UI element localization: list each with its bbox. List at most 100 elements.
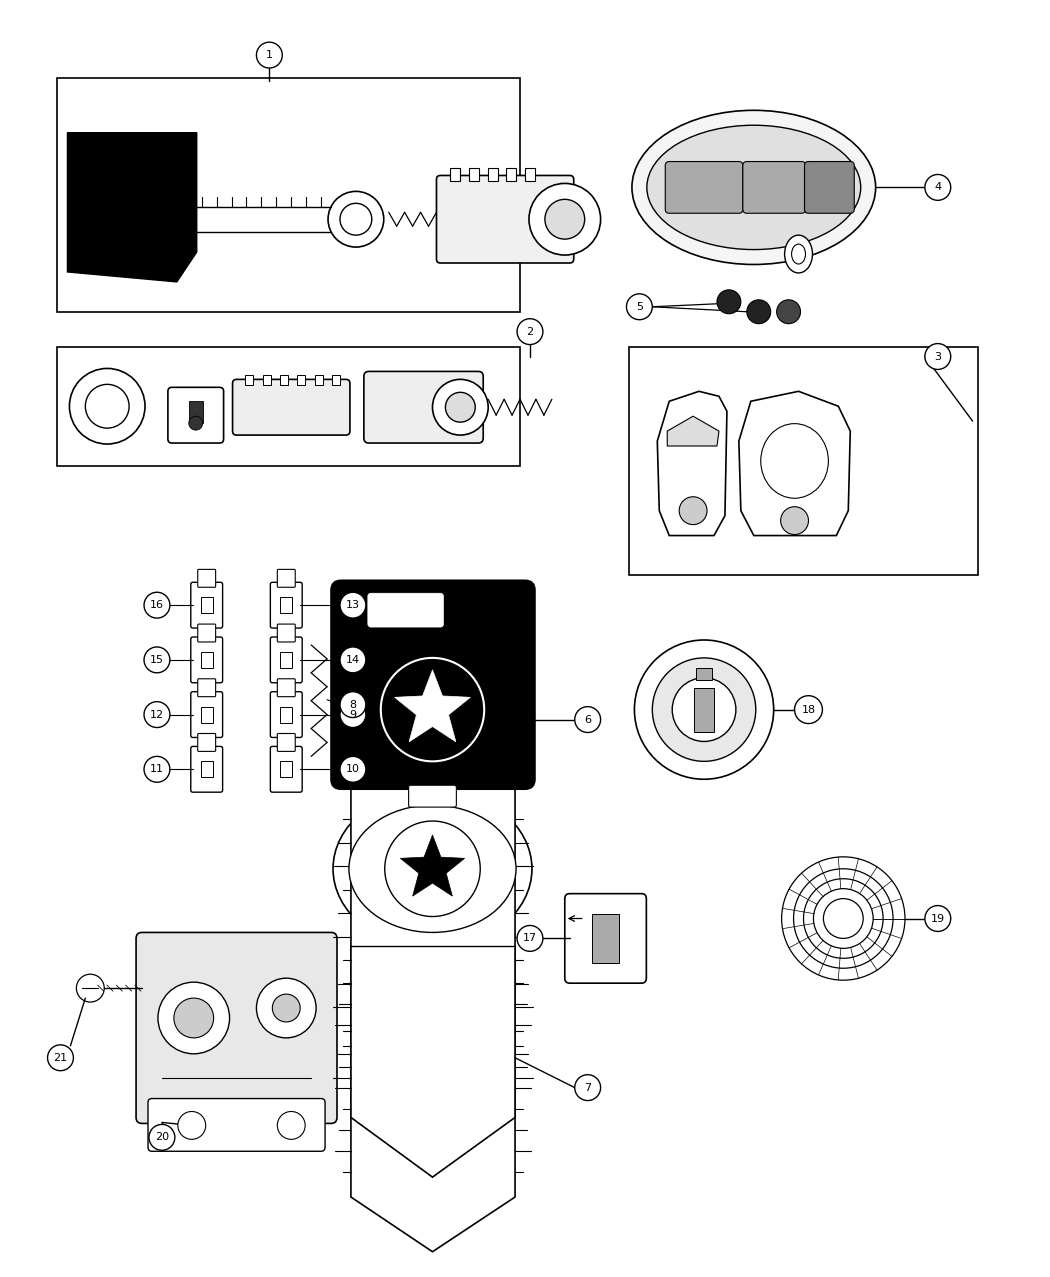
- FancyBboxPatch shape: [270, 692, 302, 738]
- Circle shape: [529, 184, 601, 255]
- Circle shape: [780, 507, 808, 535]
- FancyBboxPatch shape: [277, 679, 295, 697]
- Circle shape: [277, 1111, 306, 1139]
- Circle shape: [149, 1125, 175, 1151]
- FancyBboxPatch shape: [277, 733, 295, 751]
- Text: 2: 2: [526, 327, 533, 337]
- Text: 15: 15: [150, 655, 164, 665]
- Text: 5: 5: [636, 301, 643, 312]
- Polygon shape: [395, 670, 470, 742]
- Bar: [450, 167, 460, 181]
- Bar: [506, 167, 517, 181]
- Circle shape: [256, 42, 282, 68]
- Circle shape: [517, 319, 543, 345]
- Circle shape: [777, 300, 800, 323]
- Circle shape: [144, 701, 170, 728]
- Circle shape: [174, 999, 213, 1038]
- Circle shape: [340, 701, 365, 728]
- FancyBboxPatch shape: [191, 747, 223, 792]
- Circle shape: [627, 294, 652, 319]
- Circle shape: [69, 369, 145, 444]
- Text: 16: 16: [150, 600, 164, 610]
- FancyBboxPatch shape: [277, 624, 295, 642]
- Polygon shape: [67, 133, 196, 282]
- Circle shape: [177, 1111, 206, 1139]
- Polygon shape: [657, 391, 727, 535]
- Bar: [487, 167, 498, 181]
- FancyBboxPatch shape: [280, 706, 292, 723]
- FancyBboxPatch shape: [666, 161, 742, 213]
- Circle shape: [795, 696, 822, 724]
- Bar: [469, 167, 479, 181]
- FancyBboxPatch shape: [191, 692, 223, 738]
- Circle shape: [679, 497, 707, 525]
- Circle shape: [272, 994, 300, 1022]
- FancyBboxPatch shape: [197, 570, 215, 587]
- FancyBboxPatch shape: [368, 594, 443, 627]
- FancyBboxPatch shape: [270, 582, 302, 628]
- Polygon shape: [739, 391, 850, 535]
- FancyBboxPatch shape: [280, 598, 292, 613]
- Ellipse shape: [792, 244, 805, 264]
- Circle shape: [717, 290, 741, 314]
- Text: 21: 21: [54, 1052, 67, 1062]
- Polygon shape: [400, 835, 465, 896]
- Text: 7: 7: [584, 1083, 591, 1093]
- Bar: [332, 375, 340, 386]
- Circle shape: [381, 658, 484, 761]
- FancyBboxPatch shape: [331, 580, 534, 789]
- Bar: [694, 688, 714, 732]
- FancyBboxPatch shape: [191, 637, 223, 683]
- Circle shape: [144, 593, 170, 618]
- FancyBboxPatch shape: [197, 733, 215, 751]
- Ellipse shape: [333, 789, 532, 949]
- FancyBboxPatch shape: [201, 761, 213, 778]
- Ellipse shape: [761, 424, 828, 498]
- Circle shape: [189, 416, 203, 430]
- Circle shape: [47, 1045, 74, 1070]
- Text: 14: 14: [345, 655, 360, 665]
- Circle shape: [634, 640, 774, 779]
- Circle shape: [85, 384, 129, 428]
- Circle shape: [158, 982, 230, 1054]
- FancyBboxPatch shape: [197, 679, 215, 697]
- Circle shape: [144, 647, 170, 673]
- FancyBboxPatch shape: [565, 894, 647, 983]
- FancyBboxPatch shape: [136, 932, 337, 1124]
- FancyBboxPatch shape: [804, 161, 855, 213]
- Bar: [246, 375, 253, 386]
- Circle shape: [925, 905, 950, 931]
- FancyBboxPatch shape: [270, 747, 302, 792]
- Bar: [696, 668, 712, 679]
- Text: 18: 18: [801, 705, 816, 715]
- Polygon shape: [351, 946, 516, 1251]
- Text: 20: 20: [154, 1133, 169, 1143]
- Text: 9: 9: [350, 710, 357, 720]
- Bar: [58, 346, 520, 466]
- Text: 13: 13: [345, 600, 360, 610]
- Text: 12: 12: [150, 710, 164, 720]
- FancyBboxPatch shape: [201, 598, 213, 613]
- FancyBboxPatch shape: [197, 624, 215, 642]
- Ellipse shape: [349, 805, 516, 932]
- Circle shape: [340, 593, 365, 618]
- Circle shape: [340, 756, 365, 783]
- Bar: [591, 913, 620, 963]
- Circle shape: [433, 379, 488, 435]
- Circle shape: [925, 344, 950, 369]
- Polygon shape: [667, 416, 719, 446]
- Bar: [297, 375, 306, 386]
- Circle shape: [925, 175, 950, 200]
- Circle shape: [574, 706, 601, 733]
- FancyBboxPatch shape: [280, 761, 292, 778]
- Circle shape: [144, 756, 170, 783]
- Text: 19: 19: [930, 913, 945, 923]
- FancyBboxPatch shape: [201, 653, 213, 668]
- Circle shape: [652, 658, 756, 761]
- Ellipse shape: [784, 235, 813, 273]
- Ellipse shape: [647, 125, 861, 249]
- Bar: [629, 346, 978, 576]
- FancyBboxPatch shape: [232, 379, 350, 435]
- Circle shape: [545, 199, 585, 239]
- FancyBboxPatch shape: [277, 570, 295, 587]
